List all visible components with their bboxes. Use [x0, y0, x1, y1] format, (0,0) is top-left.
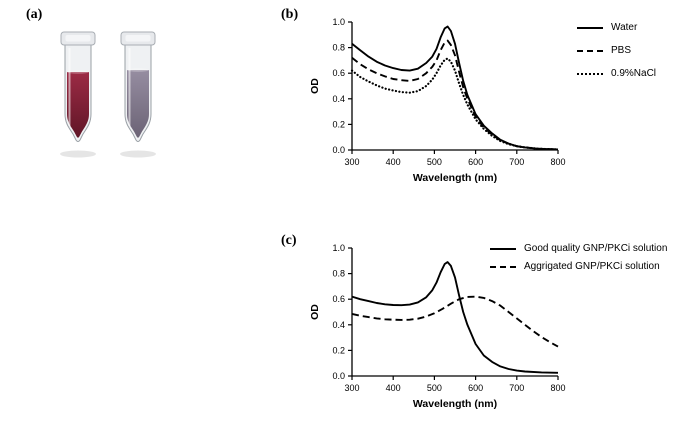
dashed-line-sample	[490, 265, 516, 268]
legend-item-good-quality: Good quality GNP/PKCi solution	[490, 243, 667, 254]
svg-text:300: 300	[344, 157, 359, 167]
svg-text:600: 600	[468, 383, 483, 393]
svg-text:OD: OD	[309, 78, 321, 94]
svg-text:OD: OD	[309, 304, 321, 320]
legend-item-nacl: 0.9%NaCl	[577, 68, 656, 79]
legend-label: PBS	[611, 45, 632, 56]
absorbance-chart-solvents: 300 400 500 600 700 800 0.0 0.2 0.4 0.6 0.8 1.0 Wave…	[309, 17, 566, 184]
tube-liquid-red	[67, 72, 89, 138]
svg-text:800: 800	[550, 383, 565, 393]
chart-c-legend: Good quality GNP/PKCi solution Aggrigate…	[490, 243, 667, 272]
left-tube	[60, 31, 96, 158]
svg-text:Wavelength (nm): Wavelength (nm)	[413, 172, 497, 184]
tube-shadow	[120, 150, 156, 158]
svg-text:500: 500	[427, 157, 442, 167]
legend-label: Aggrigated GNP/PKCi solution	[524, 261, 660, 272]
legend-item-aggregated: Aggrigated GNP/PKCi solution	[490, 261, 667, 272]
svg-text:300: 300	[344, 383, 359, 393]
svg-text:600: 600	[468, 157, 483, 167]
svg-text:400: 400	[386, 157, 401, 167]
svg-text:500: 500	[427, 383, 442, 393]
right-tube	[120, 31, 156, 158]
legend-item-water: Water	[577, 22, 656, 33]
svg-text:0.6: 0.6	[332, 68, 345, 78]
solid-line-sample	[490, 247, 516, 250]
tube-liquid-purple	[127, 70, 149, 138]
svg-text:0.8: 0.8	[332, 269, 345, 279]
liquid-meniscus	[127, 68, 149, 72]
panel-b-label: (b)	[281, 7, 299, 22]
panel-c-label: (c)	[281, 233, 297, 248]
svg-text:0.6: 0.6	[332, 294, 345, 304]
tube-cap-top	[65, 35, 91, 42]
svg-text:0.8: 0.8	[332, 43, 345, 53]
legend-label: Water	[611, 22, 638, 33]
svg-text:0.4: 0.4	[332, 94, 345, 104]
panel-a-label: (a)	[26, 7, 43, 22]
tube-cap-top	[125, 35, 151, 42]
svg-text:400: 400	[386, 383, 401, 393]
svg-text:0.0: 0.0	[332, 371, 345, 381]
tubes-photo	[60, 31, 156, 158]
tube-shadow	[60, 150, 96, 158]
svg-text:0.0: 0.0	[332, 145, 345, 155]
svg-text:0.2: 0.2	[332, 345, 345, 355]
legend-label: Good quality GNP/PKCi solution	[524, 243, 668, 254]
legend-item-pbs: PBS	[577, 45, 656, 56]
svg-text:0.4: 0.4	[332, 320, 345, 330]
svg-text:700: 700	[509, 383, 524, 393]
chart-b-legend: Water PBS 0.9%NaCl	[577, 22, 656, 79]
liquid-meniscus	[67, 70, 89, 74]
svg-text:0.2: 0.2	[332, 119, 345, 129]
legend-label: 0.9%NaCl	[611, 68, 657, 79]
svg-text:1.0: 1.0	[332, 243, 345, 253]
solid-line-sample	[577, 26, 603, 29]
svg-text:800: 800	[550, 157, 565, 167]
svg-text:Wavelength (nm): Wavelength (nm)	[413, 398, 497, 410]
svg-text:700: 700	[509, 157, 524, 167]
dotted-line-sample	[577, 72, 603, 75]
svg-text:1.0: 1.0	[332, 17, 345, 27]
dashed-line-sample	[577, 49, 603, 52]
absorbance-chart-quality: 300 400 500 600 700 800 0.0 0.2 0.4 0.6 0.8 1.0 Wave…	[309, 243, 566, 410]
